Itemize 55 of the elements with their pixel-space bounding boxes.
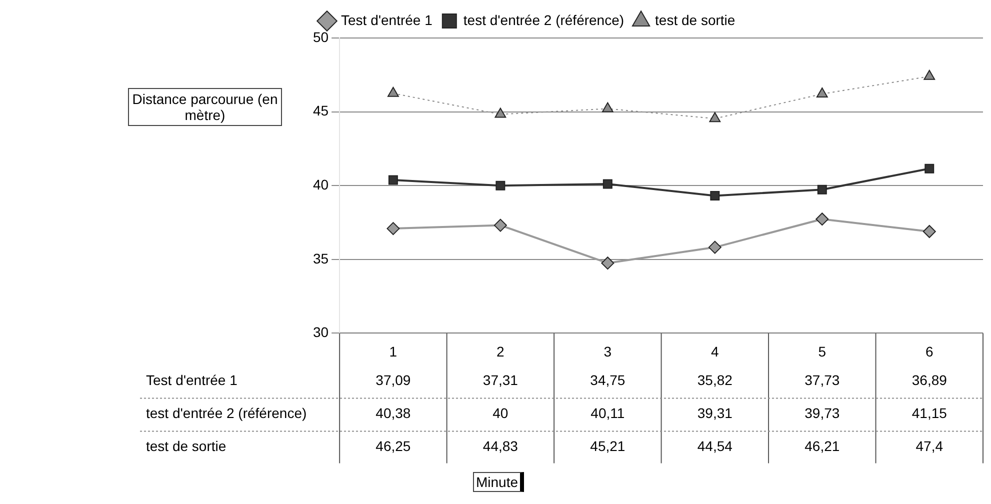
point	[388, 175, 398, 185]
text: Minute	[473, 472, 524, 492]
data-label: 45,21	[590, 438, 626, 454]
data-label: 40,11	[590, 405, 625, 422]
data-label: 35,82	[697, 372, 733, 388]
point	[817, 184, 827, 194]
legend-label: test de sortie	[655, 12, 736, 28]
data-label: 46,21	[804, 438, 840, 454]
data-label: 37,73	[804, 372, 840, 388]
point	[816, 212, 829, 226]
point	[816, 87, 828, 98]
text: test de sortie	[146, 438, 226, 454]
y-axis-title: Distance parcourue (en mètre)	[128, 88, 282, 126]
data-label: 36,89	[912, 372, 948, 388]
data-label: 40	[492, 405, 508, 422]
legend-label: test d'entrée 2 (référence)	[463, 12, 624, 28]
point	[601, 256, 614, 270]
x-tick-label: 6	[925, 343, 934, 360]
data-label: 44,83	[482, 438, 518, 454]
y-tick-label: 30	[312, 324, 329, 340]
point	[709, 112, 721, 122]
data-label: 37,09	[376, 372, 411, 388]
point	[496, 180, 506, 190]
data-label: 37,31	[482, 372, 518, 388]
y-tick-label: 50	[312, 28, 329, 45]
data-label: 40,38	[376, 405, 411, 422]
point	[924, 70, 936, 80]
point	[602, 179, 612, 189]
data-label: 34,75	[590, 372, 626, 388]
data-label: 47,4	[916, 438, 944, 454]
point	[708, 240, 722, 254]
x-tick-label: 5	[818, 343, 826, 360]
data-label: 39,31	[697, 405, 733, 422]
data-label: 46,25	[376, 438, 411, 454]
point	[386, 222, 400, 236]
data-label: 44,54	[697, 438, 733, 454]
x-tick-label: 4	[711, 343, 720, 360]
x-tick-label: 1	[389, 343, 398, 360]
data-label: 41,15	[912, 405, 948, 422]
y-tick-label: 40	[312, 176, 329, 192]
point	[494, 108, 506, 118]
text: Test d'entrée 1	[146, 372, 238, 388]
x-tick-label: 3	[604, 343, 612, 360]
x-tick-label: 2	[496, 343, 505, 360]
y-tick-label: 35	[312, 250, 329, 266]
point	[924, 164, 934, 174]
text: test d'entrée 2 (référence)	[146, 405, 307, 422]
point	[922, 225, 936, 238]
data-label: 39,73	[804, 405, 840, 422]
point	[602, 102, 614, 112]
point	[387, 86, 399, 97]
y-tick-label: 45	[312, 102, 329, 119]
legend-label: Test d'entrée 1	[341, 12, 433, 28]
point	[494, 218, 507, 232]
point	[710, 191, 720, 201]
